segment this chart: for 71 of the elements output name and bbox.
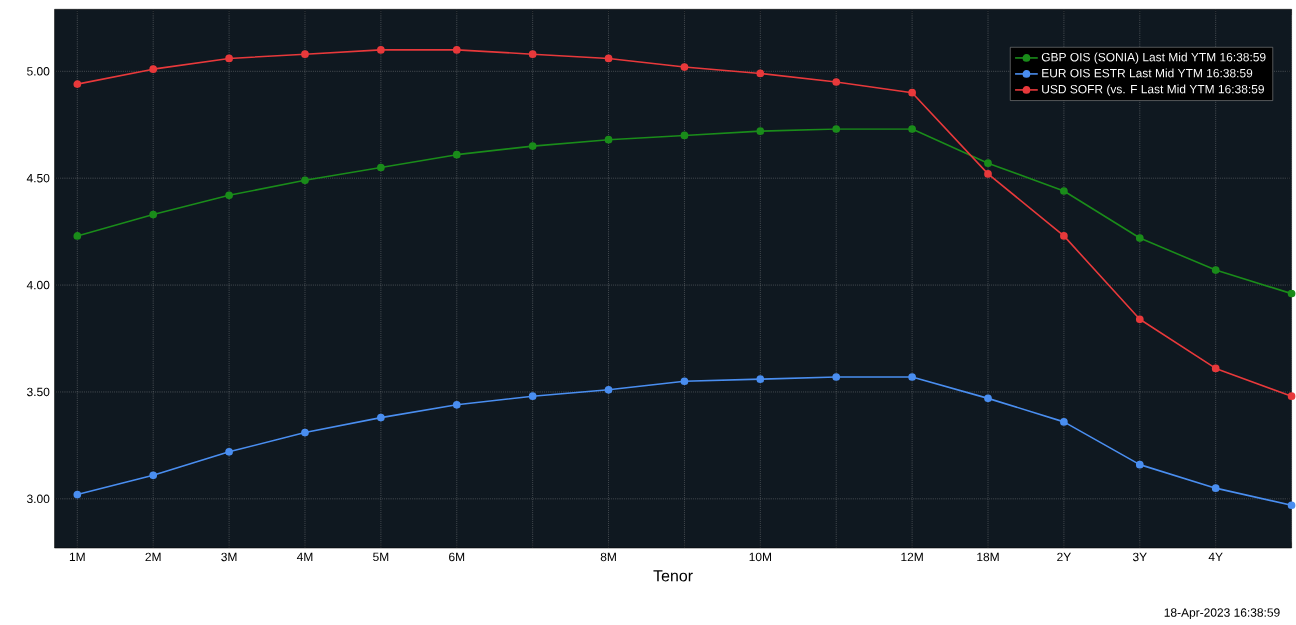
point bbox=[73, 490, 82, 499]
point bbox=[1060, 187, 1068, 195]
point bbox=[149, 65, 158, 73]
point bbox=[984, 394, 992, 403]
point bbox=[1135, 460, 1144, 469]
point bbox=[680, 63, 689, 71]
y-tick-label: 4.50 bbox=[26, 173, 50, 183]
point bbox=[604, 135, 613, 144]
x-tick-label: 18M bbox=[977, 552, 999, 562]
point bbox=[1211, 484, 1220, 492]
point bbox=[756, 127, 765, 135]
point bbox=[1060, 231, 1068, 240]
point bbox=[604, 54, 613, 63]
text: 18-Apr-2023 16:38:59 bbox=[1164, 608, 1280, 620]
point bbox=[528, 50, 537, 58]
point bbox=[225, 54, 233, 63]
y-tick-label: 4.00 bbox=[26, 280, 50, 290]
point bbox=[452, 150, 461, 159]
y-tick-label: 3.00 bbox=[27, 494, 50, 504]
point bbox=[301, 176, 309, 185]
point bbox=[377, 163, 385, 172]
point bbox=[452, 45, 461, 54]
point bbox=[832, 78, 841, 86]
x-tick-label: 2Y bbox=[1057, 552, 1071, 561]
y-tick-label: 5.00 bbox=[27, 66, 50, 76]
point bbox=[908, 125, 916, 133]
point bbox=[301, 428, 309, 437]
legend-label: EUR OIS ESTR Last Mid YTM 16:38:59 bbox=[1042, 68, 1253, 78]
point bbox=[984, 159, 992, 167]
point bbox=[149, 210, 158, 219]
point bbox=[1211, 266, 1220, 274]
point bbox=[832, 373, 841, 381]
point bbox=[73, 231, 82, 240]
point bbox=[149, 471, 158, 480]
x-tick-label: 8M bbox=[600, 552, 616, 562]
point bbox=[301, 50, 309, 58]
point bbox=[1060, 417, 1068, 426]
point bbox=[1211, 364, 1220, 373]
point bbox=[832, 125, 841, 133]
point bbox=[1135, 234, 1144, 242]
x-tick-label: 4Y bbox=[1208, 552, 1223, 561]
x-tick-label: 3Y bbox=[1132, 552, 1147, 562]
point bbox=[528, 392, 537, 401]
point bbox=[377, 45, 385, 54]
x-tick-label: 5M bbox=[373, 552, 389, 561]
point bbox=[73, 80, 82, 88]
x-tick-label: 2M bbox=[145, 552, 161, 561]
point bbox=[225, 447, 233, 456]
x-axis-title: Tenor bbox=[653, 570, 693, 582]
x-tick-label: 3M bbox=[221, 552, 237, 562]
point bbox=[680, 377, 689, 386]
point bbox=[604, 385, 613, 394]
point bbox=[528, 142, 537, 150]
point bbox=[756, 375, 765, 383]
legend-label: GBP OIS (SONIA) Last Mid YTM 16:38:59 bbox=[1041, 52, 1266, 64]
y-tick-label: 3.50 bbox=[27, 387, 50, 397]
point bbox=[1135, 315, 1144, 324]
point bbox=[984, 169, 992, 178]
point bbox=[377, 413, 385, 422]
x-tick-label: 6M bbox=[449, 552, 465, 562]
x-tick-label: 10M bbox=[749, 552, 771, 562]
x-tick-label: 1M bbox=[69, 552, 85, 561]
legend-label: USD SOFR (vs. F Last Mid YTM 16:38:59 bbox=[1042, 84, 1264, 96]
point bbox=[680, 131, 689, 140]
point bbox=[908, 88, 916, 97]
point bbox=[756, 69, 765, 78]
x-tick-label: 12M bbox=[901, 552, 923, 561]
x-tick-label: 4M bbox=[296, 552, 313, 561]
point bbox=[452, 400, 461, 409]
point bbox=[225, 191, 233, 200]
point bbox=[908, 373, 916, 381]
